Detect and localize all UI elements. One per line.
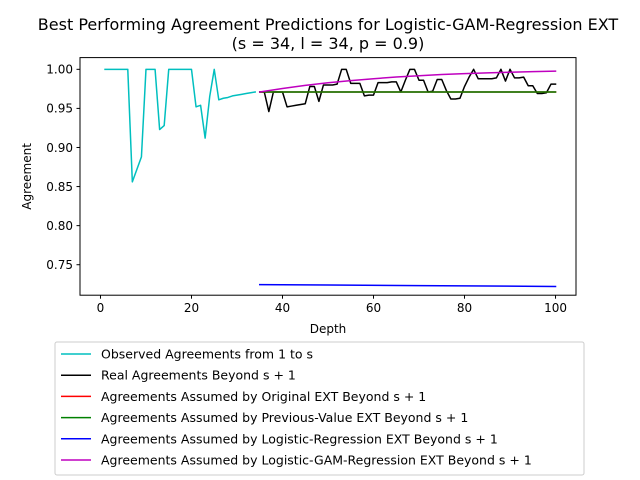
plot-area-frame bbox=[79, 57, 577, 296]
series-line-1 bbox=[104, 68, 257, 183]
plot-lines bbox=[104, 68, 557, 288]
legend-label-6: Agreements Assumed by Logistic-GAM-Regre… bbox=[101, 453, 532, 468]
legend-label-2: Real Agreements Beyond s + 1 bbox=[101, 368, 296, 383]
legend-label-1: Observed Agreements from 1 to s bbox=[101, 347, 313, 362]
legend: Observed Agreements from 1 to s Real Agre… bbox=[54, 341, 585, 476]
x-axis-label: Depth bbox=[310, 322, 347, 336]
chart-subtitle: (s = 34, l = 34, p = 0.9) bbox=[232, 34, 425, 53]
y-axis-label: Agreement bbox=[20, 143, 34, 210]
legend-label-5: Agreements Assumed by Logistic-Regressio… bbox=[101, 431, 498, 446]
y-tick-label: 0.85 bbox=[46, 180, 73, 194]
y-tick-label: 0.80 bbox=[46, 219, 73, 233]
x-tick-label: 40 bbox=[275, 301, 290, 315]
legend-label-3: Agreements Assumed by Original EXT Beyon… bbox=[101, 389, 426, 404]
x-tick-label: 100 bbox=[544, 301, 567, 315]
y-tick-label: 0.90 bbox=[46, 141, 73, 155]
x-tick-label: 0 bbox=[97, 301, 105, 315]
legend-entries: Observed Agreements from 1 to s Real Agre… bbox=[61, 347, 532, 468]
x-tick-label: 60 bbox=[366, 301, 381, 315]
chart-title: Best Performing Agreement Predictions fo… bbox=[38, 15, 619, 34]
series-line-5 bbox=[258, 283, 557, 288]
y-tick-label: 0.75 bbox=[46, 258, 73, 272]
series-line-6 bbox=[258, 70, 557, 93]
legend-label-4: Agreements Assumed by Previous-Value EXT… bbox=[101, 410, 468, 425]
y-tick-label: 0.95 bbox=[46, 102, 73, 116]
x-tick-label: 20 bbox=[184, 301, 199, 315]
x-tick-label: 80 bbox=[457, 301, 472, 315]
y-axis-ticks: 0.75 0.80 0.85 0.90 0.95 1.00 bbox=[46, 63, 80, 272]
series-line-2 bbox=[258, 68, 557, 113]
y-tick-label: 1.00 bbox=[46, 63, 73, 77]
legend-box bbox=[54, 341, 585, 476]
x-axis-ticks: 0 20 40 60 80 100 bbox=[97, 295, 567, 315]
